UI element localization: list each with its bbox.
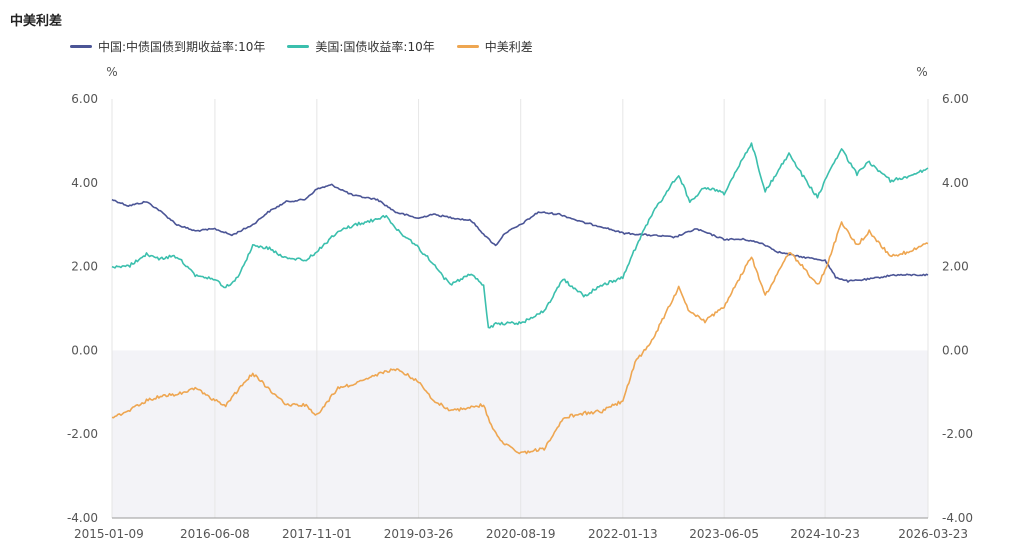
x-tick-label: 2023-06-05 <box>689 527 759 541</box>
y-tick-label-left: 2.00 <box>71 260 98 274</box>
right-y-unit-label: % <box>916 65 927 79</box>
y-tick-label-right: -2.00 <box>942 427 973 441</box>
series-line-us <box>111 142 929 329</box>
y-tick-label-right: 4.00 <box>942 176 969 190</box>
chart-title: 中美利差 <box>10 14 63 29</box>
x-tick-label: 2020-08-19 <box>486 527 556 541</box>
legend-label-us: 美国:国债收益率:10年 <box>315 40 435 54</box>
y-tick-label-left: 4.00 <box>71 176 98 190</box>
legend-swatch-spread <box>456 45 479 48</box>
y-tick-label-left: 0.00 <box>71 343 98 357</box>
x-tick-label: 2019-03-26 <box>384 527 454 541</box>
x-tick-label: 2016-06-08 <box>180 527 250 541</box>
legend-item-china-10y[interactable]: 中国:中债国债到期收益率:10年 <box>70 38 265 55</box>
legend-swatch-china <box>70 45 92 48</box>
series-line-spread <box>111 221 929 455</box>
left-y-unit-label: % <box>106 65 117 79</box>
legend-item-spread[interactable]: 中美利差 <box>456 38 533 55</box>
legend: 中国:中债国债到期收益率:10年 美国:国债收益率:10年 中美利差 <box>70 38 533 55</box>
x-tick-labels: 2015-01-09 2016-06-08 2017-11-01 2019-03-26… <box>74 527 968 541</box>
y-tick-label-right: 0.00 <box>942 343 969 357</box>
x-tick-label: 2015-01-09 <box>74 527 144 541</box>
x-tick-label: 2026-03-23 <box>898 527 968 541</box>
x-tick-label: 2022-01-13 <box>588 527 658 541</box>
negative-region-band <box>112 350 928 518</box>
legend-label-china: 中国:中债国债到期收益率:10年 <box>98 40 266 54</box>
legend-label-spread: 中美利差 <box>484 40 533 54</box>
left-y-tick-labels: 6.00 4.00 2.00 0.00 -2.00 -4.00 <box>67 92 98 525</box>
y-tick-label-left: 6.00 <box>71 92 98 106</box>
legend-swatch-us <box>287 45 310 48</box>
y-tick-label-left: -2.00 <box>67 427 98 441</box>
y-tick-label-right: 6.00 <box>942 92 969 106</box>
x-tick-label: 2017-11-01 <box>282 527 352 541</box>
legend-item-us-10y[interactable]: 美国:国债收益率:10年 <box>287 38 435 55</box>
y-tick-label-right: 2.00 <box>942 260 969 274</box>
y-tick-label-right: -4.00 <box>942 511 973 525</box>
x-tick-label: 2024-10-23 <box>790 527 860 541</box>
right-y-tick-labels: 6.00 4.00 2.00 0.00 -2.00 -4.00 <box>942 92 973 525</box>
series-lines <box>111 142 929 455</box>
y-tick-label-left: -4.00 <box>67 511 98 525</box>
series-line-china <box>111 183 929 283</box>
